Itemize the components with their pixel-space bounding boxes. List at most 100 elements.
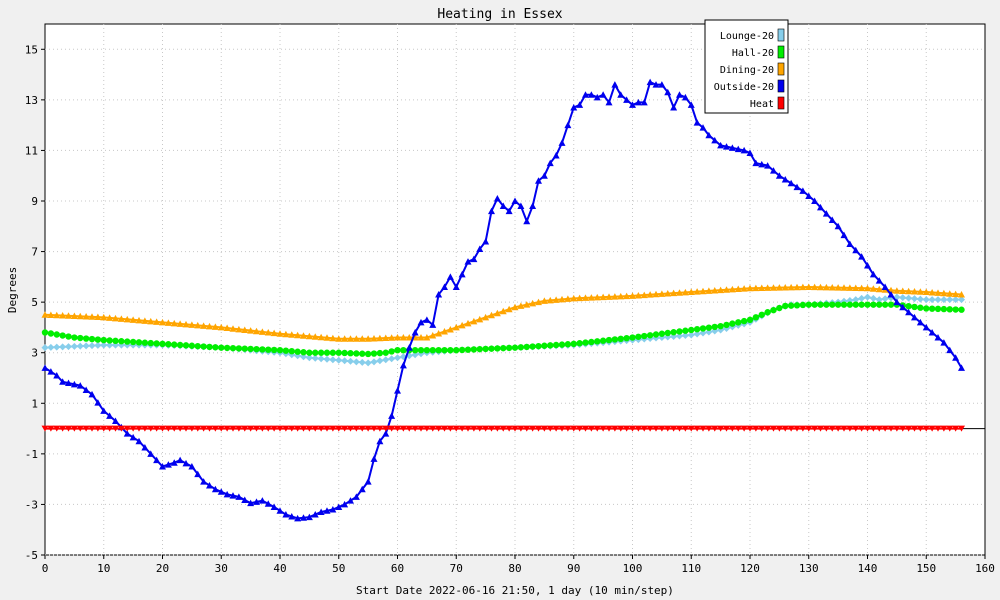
data-point-outside-20 <box>717 141 725 149</box>
data-point-dining-20 <box>629 292 636 299</box>
data-point-hall-20 <box>599 337 607 344</box>
data-point-heat <box>846 425 854 432</box>
data-point-outside-20 <box>793 183 801 191</box>
legend-box <box>704 19 789 114</box>
data-point-dining-20 <box>123 315 131 323</box>
data-point-hall-20 <box>547 342 554 349</box>
data-point-dining-20 <box>117 315 125 322</box>
data-point-outside-20 <box>417 318 425 326</box>
data-point-outside-20 <box>734 145 742 153</box>
data-point-dining-20 <box>112 314 119 322</box>
x-tick-label: 120 <box>740 562 760 575</box>
data-point-hall-20 <box>652 331 660 338</box>
data-point-dining-20 <box>893 287 901 294</box>
data-point-dining-20 <box>593 293 601 301</box>
data-point-hall-20 <box>829 301 836 308</box>
data-point-outside-20 <box>123 430 131 437</box>
x-tick-label: 50 <box>332 562 345 575</box>
data-point-hall-20 <box>229 344 237 352</box>
data-point-hall-20 <box>77 334 84 342</box>
data-point-heat <box>347 425 354 432</box>
data-point-hall-20 <box>770 306 777 314</box>
data-point-dining-20 <box>740 285 748 292</box>
data-point-heat <box>394 425 401 432</box>
data-point-hall-20 <box>952 306 959 313</box>
data-point-heat <box>717 425 725 432</box>
data-point-lounge-20 <box>699 329 707 337</box>
data-point-hall-20 <box>429 346 436 354</box>
data-point-dining-20 <box>723 286 730 293</box>
data-point-hall-20 <box>82 335 90 342</box>
data-point-hall-20 <box>594 338 601 345</box>
data-point-hall-20 <box>488 345 495 352</box>
data-point-heat <box>129 425 137 432</box>
data-point-lounge-20 <box>934 296 942 304</box>
data-point-outside-20 <box>258 497 266 504</box>
data-point-outside-20 <box>112 417 119 424</box>
data-point-dining-20 <box>617 292 625 300</box>
data-point-hall-20 <box>176 341 184 349</box>
data-point-dining-20 <box>511 303 519 311</box>
data-point-heat <box>499 425 507 432</box>
data-point-heat <box>811 425 819 432</box>
data-point-hall-20 <box>646 332 654 339</box>
data-point-hall-20 <box>735 319 742 326</box>
data-point-outside-20 <box>229 492 237 499</box>
data-point-dining-20 <box>840 284 848 291</box>
data-point-outside-20 <box>811 197 819 204</box>
data-point-dining-20 <box>529 299 537 307</box>
data-point-dining-20 <box>670 289 678 297</box>
data-point-heat <box>670 425 678 432</box>
data-point-heat <box>858 425 866 432</box>
data-point-outside-20 <box>517 202 525 210</box>
data-point-dining-20 <box>540 297 548 304</box>
data-point-hall-20 <box>141 339 149 346</box>
data-point-dining-20 <box>288 331 296 338</box>
data-point-dining-20 <box>958 291 965 298</box>
data-point-heat <box>699 425 707 432</box>
data-point-heat <box>241 425 249 432</box>
data-point-hall-20 <box>194 342 201 350</box>
data-point-outside-20 <box>916 318 924 326</box>
data-point-heat <box>752 425 760 432</box>
data-point-hall-20 <box>693 325 701 333</box>
data-point-outside-20 <box>59 378 67 385</box>
data-point-outside-20 <box>834 222 842 230</box>
data-point-dining-20 <box>376 334 384 342</box>
legend-label-heat: Heat <box>750 99 774 110</box>
y-tick-label: 11 <box>25 144 38 157</box>
data-point-outside-20 <box>670 103 678 111</box>
data-point-hall-20 <box>411 346 419 354</box>
x-tick-label: 100 <box>623 562 643 575</box>
data-point-hall-20 <box>306 349 313 356</box>
data-point-heat <box>705 425 713 432</box>
data-point-heat <box>206 425 213 432</box>
data-point-heat <box>840 425 848 432</box>
data-point-heat <box>681 425 689 432</box>
data-point-outside-20 <box>576 101 584 108</box>
legend-swatch-heat <box>777 96 785 110</box>
data-point-outside-20 <box>241 496 249 504</box>
legend-label-lounge-20: Lounge-20 <box>720 31 774 42</box>
data-point-hall-20 <box>887 301 895 308</box>
data-point-hall-20 <box>588 338 595 346</box>
data-point-heat <box>746 425 754 432</box>
data-point-hall-20 <box>729 320 736 327</box>
data-point-hall-20 <box>253 345 260 353</box>
x-tick-label: 80 <box>508 562 521 575</box>
data-point-heat <box>329 425 337 432</box>
legend-label-dining-20: Dining-20 <box>720 65 774 76</box>
data-point-hall-20 <box>758 311 765 318</box>
data-point-outside-20 <box>53 371 61 379</box>
data-point-lounge-20 <box>411 351 419 359</box>
data-point-outside-20 <box>311 511 319 518</box>
data-point-heat <box>587 425 595 432</box>
x-tick-label: 10 <box>97 562 110 575</box>
data-point-lounge-20 <box>676 332 683 340</box>
data-point-dining-20 <box>164 319 172 326</box>
data-point-lounge-20 <box>911 295 918 303</box>
data-point-dining-20 <box>458 321 466 329</box>
data-point-hall-20 <box>552 341 560 349</box>
data-point-dining-20 <box>82 313 90 320</box>
data-point-outside-20 <box>141 444 149 451</box>
